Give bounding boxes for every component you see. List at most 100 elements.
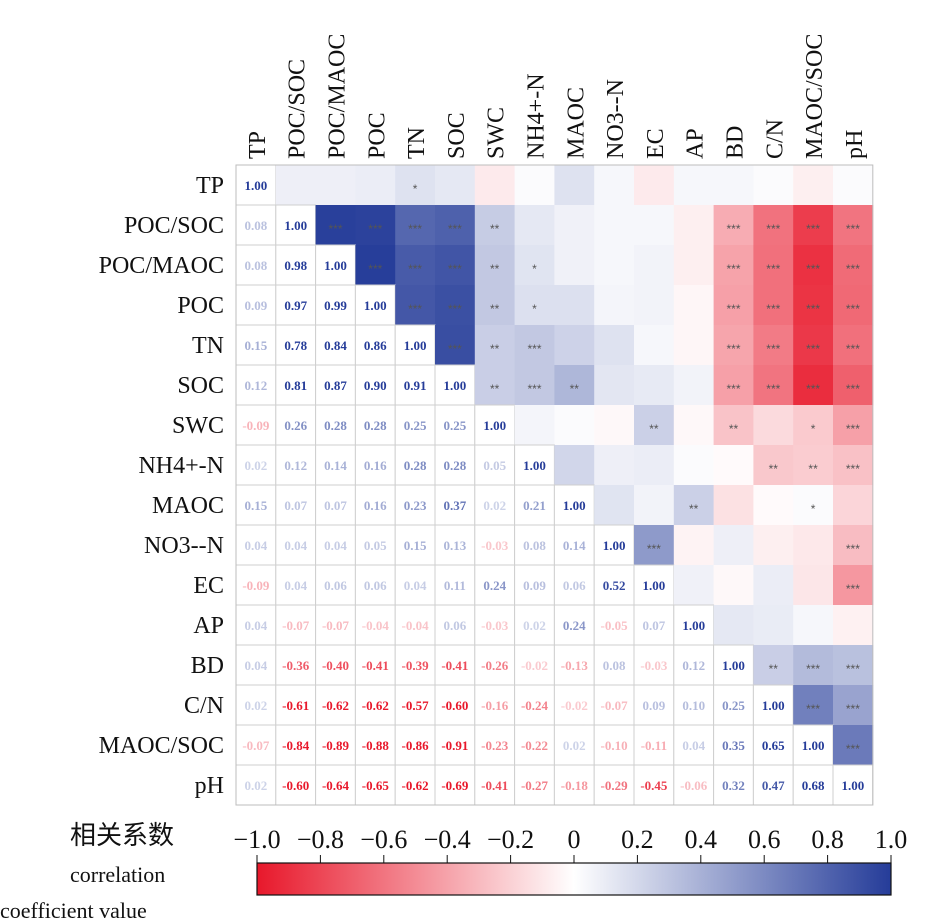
coefficient-6-1: 0.26	[284, 418, 307, 433]
value-cell-3-0	[235, 284, 277, 326]
coefficient-9-3: 0.05	[364, 538, 387, 553]
heat-cell-7-13	[753, 445, 794, 486]
coefficient-14-14: 1.00	[802, 738, 825, 753]
significance-mark-1-4: ***	[408, 222, 422, 236]
heat-cell-2-5	[435, 245, 476, 286]
coefficient-15-13: 0.47	[762, 778, 785, 793]
heat-cell-4-9	[594, 325, 635, 366]
coefficient-14-6: -0.23	[481, 738, 509, 753]
column-label-poc: POC	[364, 112, 390, 159]
heat-cell-5-10	[634, 365, 675, 406]
value-cell-7-3	[354, 444, 396, 486]
row-label-no3-n: NO3--N	[144, 533, 224, 559]
coefficient-10-2: 0.06	[324, 578, 347, 593]
heat-cell-2-15	[833, 245, 874, 286]
heat-cell-1-7	[514, 205, 555, 246]
coefficient-10-3: 0.06	[364, 578, 387, 593]
value-cell-12-12	[713, 644, 754, 686]
value-cell-14-5	[434, 724, 476, 766]
value-cell-13-0	[235, 684, 277, 726]
coefficient-8-2: 0.07	[324, 498, 347, 513]
coefficient-12-7: -0.02	[521, 658, 548, 673]
significance-mark-2-4: ***	[408, 262, 422, 276]
column-label-bd: BD	[723, 126, 749, 159]
coefficient-12-5: -0.41	[441, 658, 468, 673]
significance-mark-5-7: ***	[527, 382, 541, 396]
coefficient-14-13: 0.65	[762, 738, 785, 753]
value-cell-14-4	[394, 724, 436, 766]
heat-cell-9-10	[634, 525, 675, 566]
column-label-maoc: MAOC	[563, 87, 589, 159]
heat-cell-1-11	[673, 205, 714, 246]
coefficient-14-10: -0.11	[641, 738, 667, 753]
coefficient-13-11: 0.10	[682, 698, 705, 713]
coefficient-13-3: -0.62	[362, 698, 389, 713]
significance-mark-5-13: ***	[766, 382, 780, 396]
significance-mark-2-12: ***	[726, 262, 740, 276]
heat-cell-2-9	[594, 245, 635, 286]
coefficient-10-0: -0.09	[242, 578, 270, 593]
colorbar-tick-label: 0	[568, 825, 581, 854]
coefficient-8-1: 0.07	[284, 498, 307, 513]
coefficient-10-9: 0.52	[603, 578, 626, 593]
significance-mark-5-14: ***	[806, 382, 820, 396]
heat-cell-12-15	[833, 645, 874, 686]
value-cell-11-5	[434, 604, 476, 646]
column-label-poc-soc: POC/SOC	[285, 59, 311, 159]
coefficient-13-1: -0.61	[282, 698, 309, 713]
coefficient-11-8: 0.24	[563, 618, 586, 633]
coefficient-8-7: 0.21	[523, 498, 546, 513]
value-cell-15-9	[593, 764, 635, 806]
heat-cell-0-8	[554, 165, 595, 206]
value-cell-14-7	[514, 724, 555, 766]
coefficient-14-2: -0.89	[322, 738, 350, 753]
heat-cell-0-15	[833, 165, 874, 206]
significance-mark-6-10: **	[649, 422, 659, 436]
heat-cell-7-10	[634, 445, 675, 486]
coefficient-14-4: -0.86	[402, 738, 430, 753]
heat-cell-9-12	[713, 525, 754, 566]
heat-cell-5-14	[793, 365, 834, 406]
coefficient-7-0: 0.02	[245, 458, 268, 473]
heat-cell-8-11	[673, 485, 714, 526]
value-cell-4-4	[394, 324, 436, 366]
significance-mark-2-3: ***	[368, 262, 382, 276]
coefficient-11-3: -0.04	[362, 618, 390, 633]
significance-stars: **** *** *** *** ** *** *** *** ****** *** *** ** * *…	[328, 182, 860, 756]
significance-mark-6-12: **	[729, 422, 739, 436]
heat-cell-7-12	[713, 445, 754, 486]
value-cell-6-6	[474, 404, 516, 446]
heat-cell-0-2	[315, 165, 356, 206]
value-cell-15-6	[474, 764, 516, 806]
coefficient-10-10: 1.00	[643, 578, 666, 593]
column-label-tn: TN	[404, 127, 430, 159]
heat-cell-4-5	[435, 325, 476, 366]
row-label-ec: EC	[193, 573, 224, 599]
heat-cell-1-12	[713, 205, 754, 246]
significance-mark-2-15: ***	[846, 262, 860, 276]
coefficient-1-0: 0.08	[245, 218, 268, 233]
coefficient-12-6: -0.26	[481, 658, 509, 673]
value-cell-10-9	[593, 564, 635, 606]
coefficient-13-9: -0.07	[601, 698, 629, 713]
value-cell-12-1	[275, 644, 317, 686]
column-label-ph: pH	[842, 130, 868, 159]
value-cell-10-5	[434, 564, 476, 606]
value-cell-14-6	[474, 724, 516, 766]
significance-mark-1-12: ***	[726, 222, 740, 236]
coefficient-14-7: -0.22	[521, 738, 548, 753]
heat-cell-9-13	[753, 525, 794, 566]
coefficient-8-6: 0.02	[483, 498, 506, 513]
heat-cell-11-14	[793, 605, 834, 646]
colorbar-tick-label: 0.2	[621, 825, 654, 854]
coefficient-14-11: 0.04	[682, 738, 705, 753]
coefficient-6-0: -0.09	[242, 418, 270, 433]
coefficient-11-6: -0.03	[481, 618, 509, 633]
coefficient-13-4: -0.57	[402, 698, 430, 713]
significance-mark-2-6: **	[490, 262, 500, 276]
colorbar-ticks: −1.0 −0.8 −0.6 −0.4 −0.2 0 0.2 0.4 0.6 0.8 1.0	[233, 825, 907, 863]
coefficient-9-4: 0.15	[404, 538, 427, 553]
coefficient-15-0: 0.02	[245, 778, 268, 793]
heat-cell-5-8	[554, 365, 595, 406]
coefficient-9-7: 0.08	[523, 538, 546, 553]
